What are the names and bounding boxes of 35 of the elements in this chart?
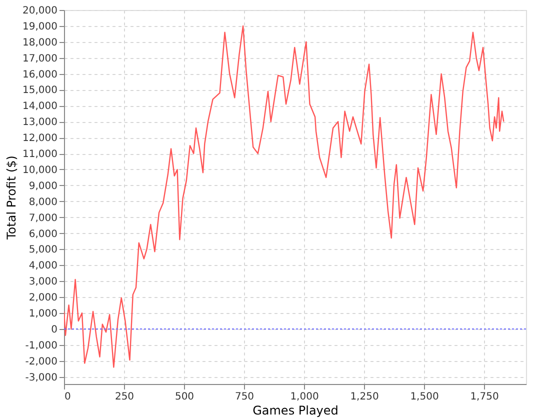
x-tick-label: 0 [64,392,71,402]
line-series [64,25,504,368]
y-tick-label: 11,000 [22,149,58,160]
y-tick-label: 2,000 [28,292,58,304]
x-tick-label: 750 [234,392,254,402]
y-tick-label: 14,000 [22,101,58,112]
y-tick-label: 1,000 [28,308,58,320]
y-tick-label: 7,000 [28,212,58,224]
y-tick-label: 5,000 [28,244,58,256]
y-tick-label: 18,000 [22,37,58,48]
x-tick-label: 1,750 [470,392,499,402]
y-tick-label: -3,000 [25,372,58,384]
y-tick-label: 19,000 [22,21,58,32]
y-tick-label: -1,000 [25,340,58,352]
y-axis-title: Total Profit ($) [4,156,19,240]
y-tick-label: 12,000 [22,133,58,144]
x-tick-label: 1,000 [290,392,319,402]
x-axis-title: Games Played [252,404,338,418]
y-tick-label: 4,000 [28,260,58,272]
y-tick-label: 20,000 [22,6,58,16]
y-tick-label: 0 [51,324,58,336]
y-tick-label: 16,000 [22,69,58,80]
x-tick-label: 500 [174,392,194,402]
y-tick-label: 8,000 [28,196,58,208]
x-tick-label: 1,250 [350,392,379,402]
y-tick-label: 17,000 [22,53,58,64]
y-tick-label: 15,000 [22,85,58,96]
y-tick-label: 10,000 [22,164,58,176]
x-tick-label: 250 [114,392,134,402]
y-tick-label: 9,000 [28,180,58,192]
y-tick-label: 3,000 [28,276,58,288]
y-tick-label: 6,000 [28,228,58,240]
y-tick-label: -2,000 [25,356,58,368]
x-tick-label: 1,500 [410,392,439,402]
y-tick-label: 13,000 [22,117,58,128]
